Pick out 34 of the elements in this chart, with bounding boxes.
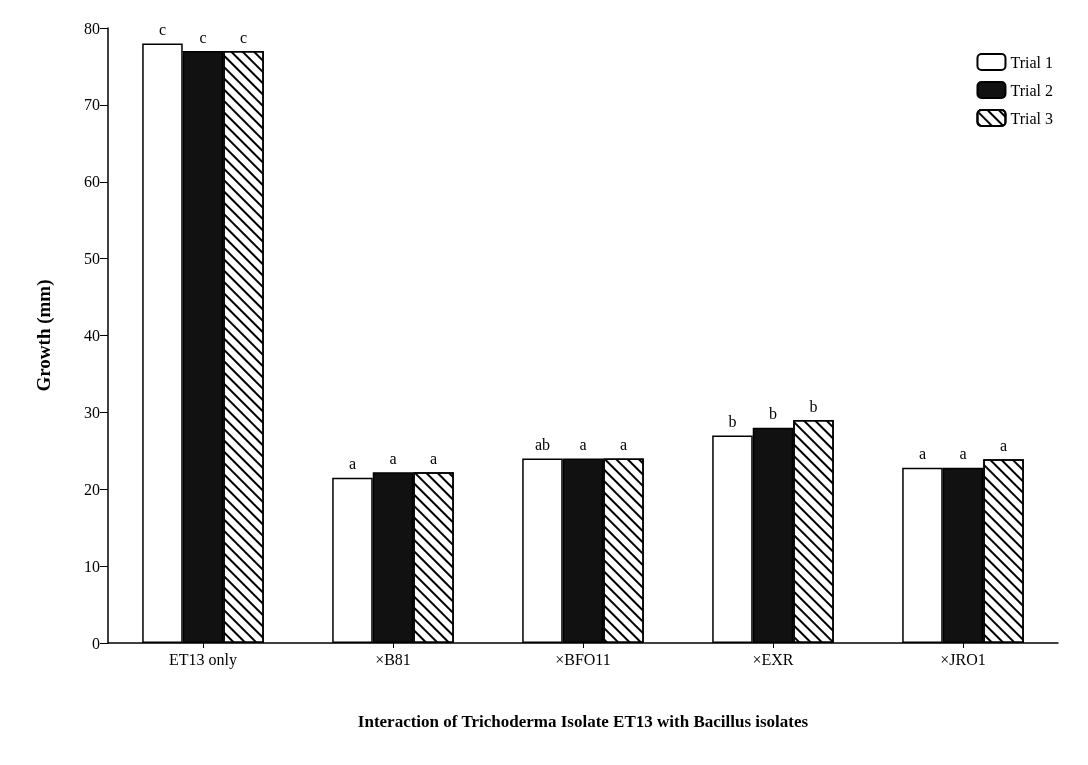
data-label: a (918, 445, 927, 463)
data-label: b (728, 412, 737, 430)
y-tick-label: 80 (84, 19, 100, 37)
data-label: a (429, 449, 438, 467)
x-tick-label: ×BFO11 (555, 650, 611, 668)
y-tick-label: 10 (84, 557, 100, 575)
y-tick-label: 40 (84, 327, 100, 344)
data-label: ab (534, 436, 551, 453)
y-tick-label: 0 (92, 634, 100, 652)
data-label: a (579, 436, 587, 453)
legend-label: Trial 2 (1010, 81, 1053, 99)
x-tick-label: ×JRO1 (940, 650, 986, 668)
y-tick-label: 20 (84, 480, 100, 498)
y-tick-label: 70 (84, 96, 100, 114)
data-label: c (239, 28, 248, 46)
data-label: a (619, 436, 628, 453)
data-label: a (999, 436, 1008, 454)
y-tick-label: 30 (84, 403, 100, 421)
data-label: c (199, 28, 207, 46)
x-axis-title: Interaction of Trichoderma Isolate ET13 with Bacillus isolates (357, 712, 809, 731)
x-tick-label: ET13 only (169, 650, 237, 669)
legend-label: Trial 3 (1010, 109, 1053, 127)
y-tick-label: 60 (84, 173, 100, 191)
data-label: b (769, 405, 777, 423)
data-label: c (158, 20, 167, 38)
x-tick-label: ×B81 (375, 650, 411, 668)
y-tick-label: 50 (84, 250, 100, 268)
y-axis-title: Growth (mm) (33, 279, 55, 392)
data-label: a (348, 455, 357, 473)
data-label: b (809, 397, 818, 415)
data-label: a (389, 449, 397, 467)
data-label: a (959, 445, 967, 463)
x-tick-label: ×EXR (752, 650, 794, 668)
legend-label: Trial 1 (1010, 53, 1053, 71)
